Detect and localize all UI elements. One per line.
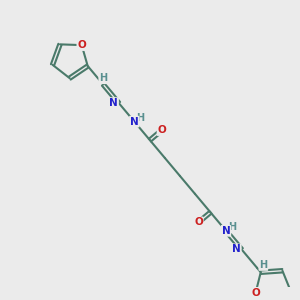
Text: O: O <box>194 218 203 227</box>
Text: O: O <box>158 125 166 135</box>
Text: O: O <box>77 40 86 50</box>
Text: H: H <box>259 260 267 270</box>
Text: H: H <box>228 222 236 233</box>
Text: O: O <box>251 288 260 298</box>
Text: H: H <box>136 113 145 123</box>
Text: N: N <box>109 98 118 108</box>
Text: H: H <box>99 73 107 83</box>
Text: N: N <box>130 117 139 127</box>
Text: N: N <box>222 226 230 236</box>
Text: N: N <box>232 244 241 254</box>
